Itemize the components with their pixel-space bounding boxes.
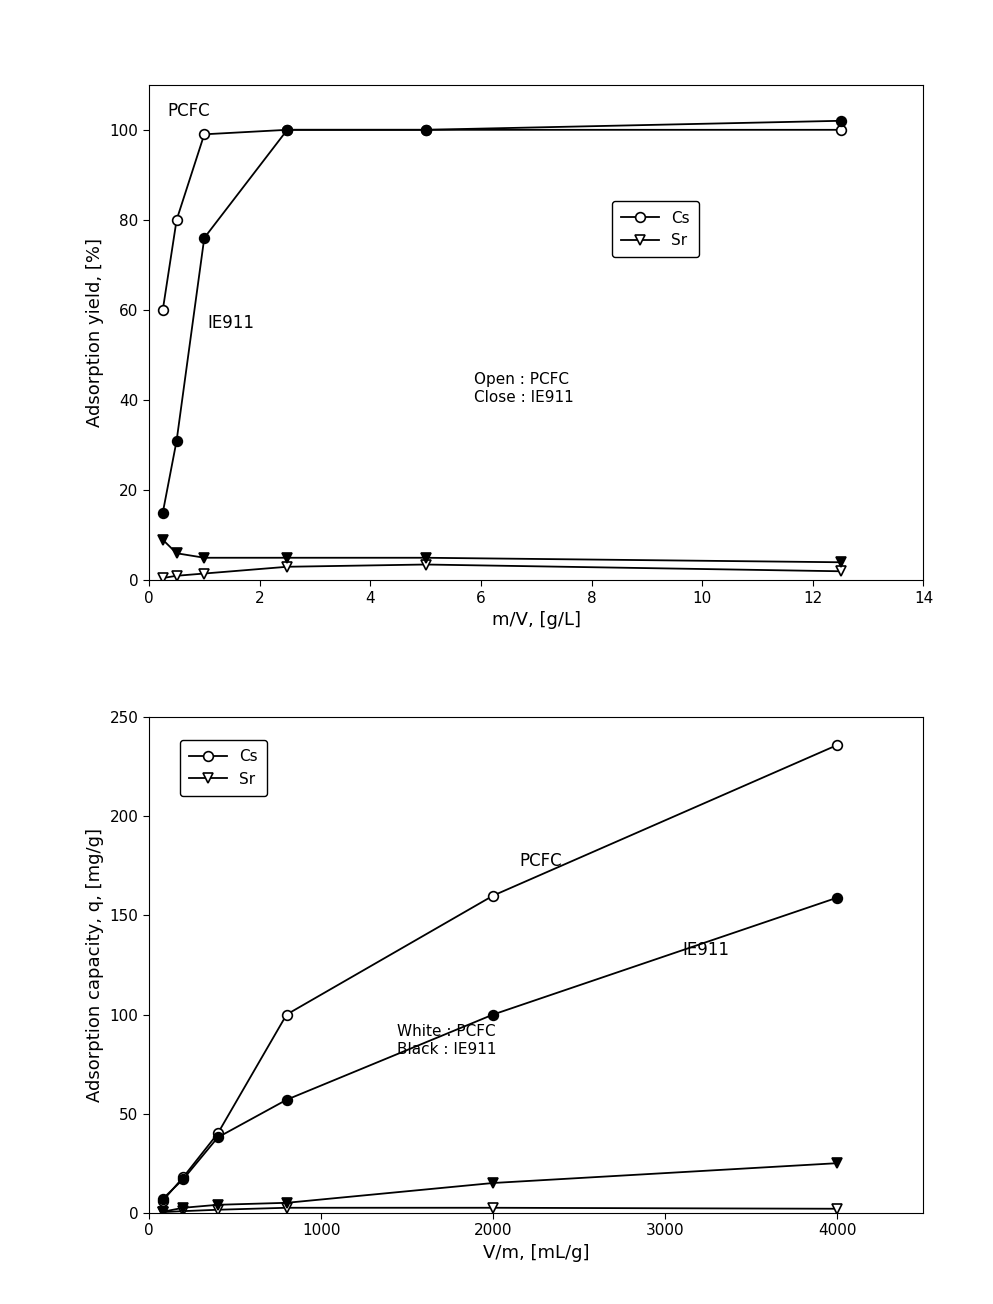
Cs — [212, 1125, 223, 1141]
Sr — [212, 1202, 223, 1218]
Y-axis label: Adsorption yield, [%]: Adsorption yield, [%] — [86, 239, 104, 426]
Cs — [171, 213, 183, 228]
Cs — [488, 888, 499, 904]
Sr — [171, 569, 183, 584]
Sr — [831, 1201, 843, 1217]
Cs — [157, 1193, 169, 1209]
X-axis label: m/V, [g/L]: m/V, [g/L] — [492, 612, 581, 630]
Cs — [281, 123, 293, 138]
Text: IE911: IE911 — [682, 941, 730, 958]
Cs — [834, 123, 846, 138]
Legend: Cs, Sr: Cs, Sr — [180, 739, 267, 795]
Sr — [281, 559, 293, 575]
Cs — [157, 303, 169, 318]
Sr — [178, 1204, 190, 1219]
Line: Sr: Sr — [158, 1202, 842, 1217]
Line: Cs: Cs — [158, 125, 845, 314]
Line: Sr: Sr — [158, 559, 845, 583]
Sr — [834, 563, 846, 579]
Text: IE911: IE911 — [207, 314, 254, 333]
Sr — [488, 1200, 499, 1215]
Sr — [157, 1205, 169, 1221]
Text: White : PCFC
Black : IE911: White : PCFC Black : IE911 — [397, 1025, 496, 1056]
Text: PCFC: PCFC — [519, 852, 562, 870]
Cs — [178, 1170, 190, 1185]
Sr — [281, 1200, 293, 1215]
X-axis label: V/m, [mL/g]: V/m, [mL/g] — [483, 1244, 590, 1262]
Sr — [157, 570, 169, 585]
Text: PCFC: PCFC — [167, 102, 210, 120]
Cs — [199, 126, 211, 142]
Line: Cs: Cs — [158, 741, 842, 1206]
Cs — [831, 737, 843, 752]
Cs — [420, 123, 432, 138]
Text: Open : PCFC
Close : IE911: Open : PCFC Close : IE911 — [475, 372, 574, 404]
Y-axis label: Adsorption capacity, q, [mg/g]: Adsorption capacity, q, [mg/g] — [86, 828, 104, 1102]
Cs — [281, 1007, 293, 1022]
Sr — [420, 557, 432, 572]
Legend: Cs, Sr: Cs, Sr — [612, 201, 699, 257]
Sr — [199, 566, 211, 582]
